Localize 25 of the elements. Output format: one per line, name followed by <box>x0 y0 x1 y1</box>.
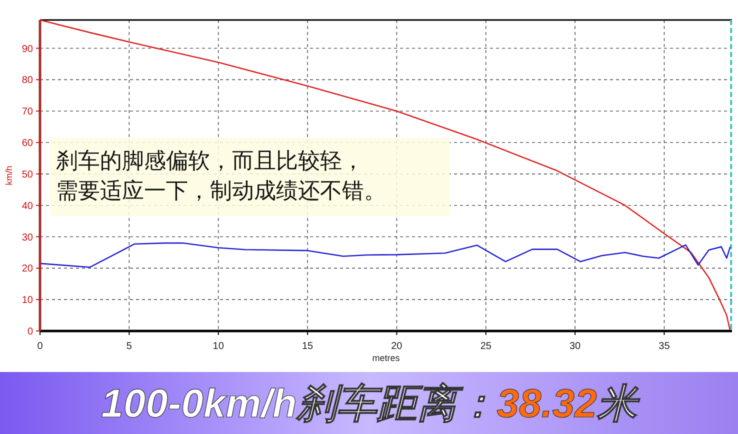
x-tick-label: 20 <box>391 341 403 352</box>
line-series <box>39 242 731 268</box>
y-tick-label: 30 <box>22 232 34 244</box>
y-tick-label: 0 <box>27 326 34 338</box>
x-tick-label: 15 <box>302 341 314 352</box>
y-tick-label: 50 <box>22 169 34 180</box>
y-axis-title: km/h <box>4 166 14 186</box>
annotation: 需要适应一下，制动成绩还不错。 <box>56 179 386 204</box>
y-tick-label: 90 <box>22 44 34 55</box>
x-axis-title: metres <box>372 353 400 363</box>
x-tick-label: 10 <box>212 341 224 352</box>
x-tick-label: 5 <box>126 341 132 352</box>
x-tick-label: 0 <box>37 341 44 352</box>
text: 100-0km/h刹车距离：38.32米 <box>101 382 641 426</box>
y-tick-label: 70 <box>22 106 34 118</box>
x-tick-label: 30 <box>569 341 582 352</box>
x-tick-label: 35 <box>658 341 670 352</box>
x-tick-label: 25 <box>480 341 492 352</box>
y-tick-label: 60 <box>22 138 34 150</box>
line-series <box>39 19 731 332</box>
y-tick-label: 40 <box>22 200 34 212</box>
y-tick-label: 80 <box>22 75 34 86</box>
y-tick-label: 20 <box>22 264 34 275</box>
y-tick-label: 10 <box>22 295 34 306</box>
annotation: 刹车的脚感偏软，而且比较轻， <box>56 149 364 174</box>
